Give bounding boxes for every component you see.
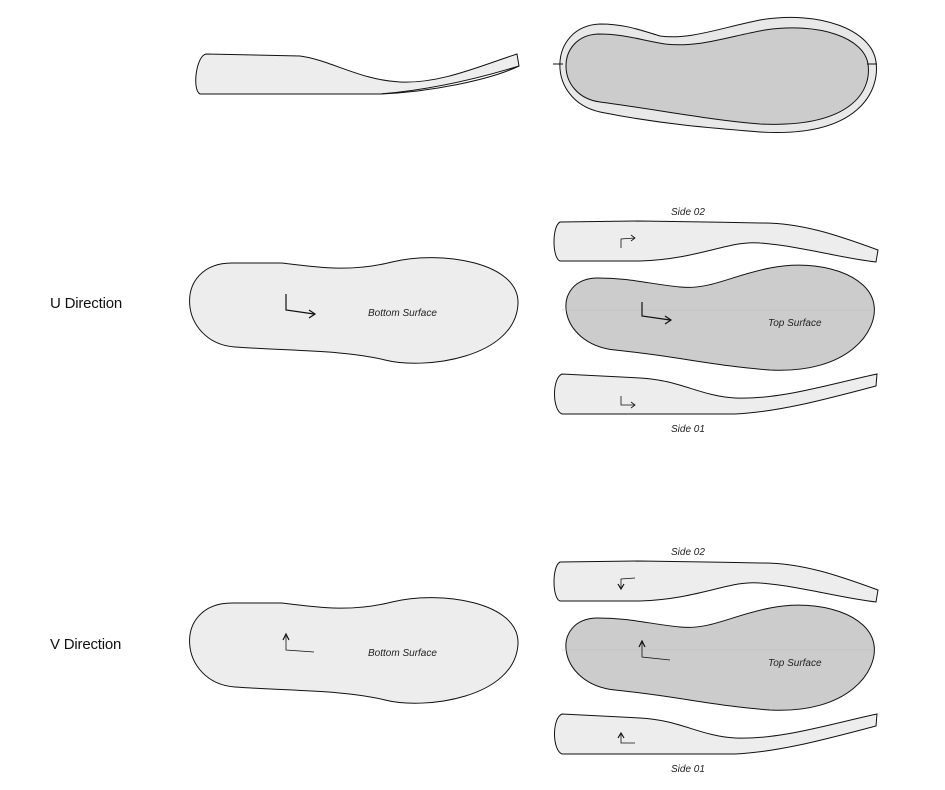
top-view-inner	[565, 27, 869, 125]
v-top-arrow-icon	[638, 639, 671, 661]
v-bottom-surface	[189, 597, 519, 704]
v-top-surface	[565, 604, 875, 711]
v-bottom-surface-label: Bottom Surface	[368, 648, 437, 659]
u-side-02-arrow-icon	[620, 234, 636, 248]
v-side-02-arrow-icon	[617, 577, 636, 591]
u-side-01-arrow-icon	[620, 396, 636, 409]
side-profile-shape	[195, 53, 520, 95]
v-side-02-label: Side 02	[671, 547, 705, 558]
v-side-02-shape	[553, 560, 879, 603]
u-top-surface	[565, 264, 875, 371]
u-bottom-surface-label: Bottom Surface	[368, 308, 437, 319]
u-side-02-shape	[553, 220, 879, 263]
u-top-surface-label: Top Surface	[768, 318, 822, 329]
v-top-surface-label: Top Surface	[768, 658, 822, 669]
side-profile-edge	[379, 65, 520, 95]
u-side-02-label: Side 02	[671, 207, 705, 218]
u-direction-label: U Direction	[50, 295, 122, 312]
u-top-arrow-icon	[641, 302, 673, 325]
v-side-01-arrow-icon	[617, 731, 635, 744]
v-side-01-label: Side 01	[671, 764, 705, 775]
v-direction-label: V Direction	[50, 636, 122, 653]
u-side-01-label: Side 01	[671, 424, 705, 435]
u-bottom-surface	[189, 257, 519, 364]
v-bottom-arrow-icon	[282, 632, 315, 653]
u-side-01-shape	[554, 373, 878, 415]
u-bottom-arrow-icon	[285, 294, 317, 319]
v-side-01-shape	[554, 713, 878, 755]
